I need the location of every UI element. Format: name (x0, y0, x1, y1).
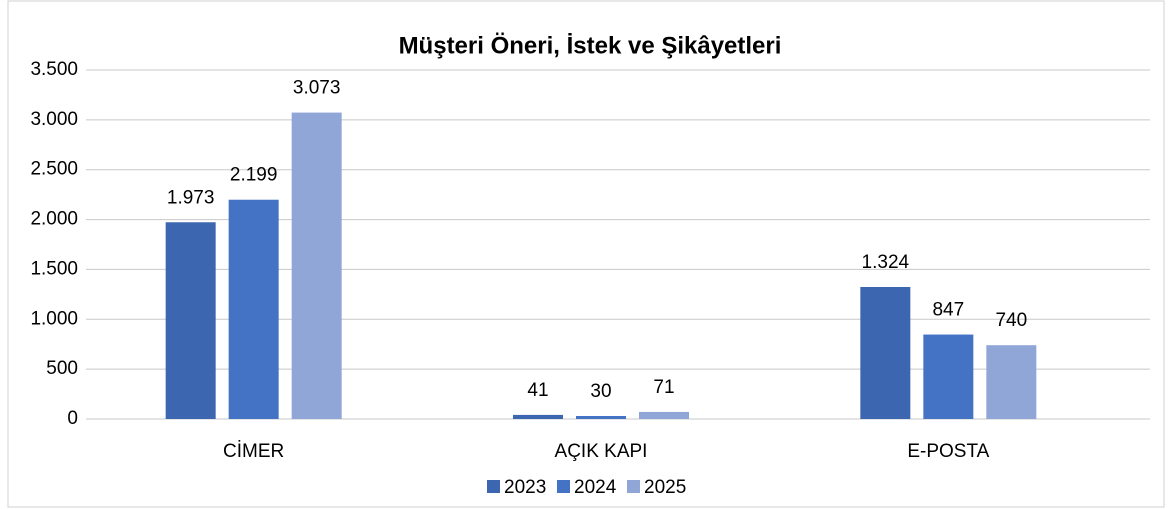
bar (291, 112, 342, 419)
x-tick-label: AÇIK KAPI (555, 441, 648, 462)
y-tick-label: 3.000 (30, 109, 78, 130)
y-tick-label: 2.000 (30, 209, 78, 230)
bar (165, 222, 216, 419)
data-label: 41 (527, 380, 548, 401)
x-tick-label: CİMER (223, 441, 284, 462)
bar (228, 199, 279, 419)
y-tick-label: 1.500 (30, 258, 78, 279)
bar (513, 414, 563, 419)
y-tick-label: 1.000 (30, 308, 78, 329)
legend-label: 2024 (574, 477, 617, 498)
data-label: 2.199 (230, 165, 278, 186)
legend-swatch (627, 480, 640, 493)
data-label: 1.324 (862, 252, 910, 273)
chart-title: Müşteri Öneri, İstek ve Şikâyetleri (399, 32, 782, 59)
y-tick-label: 500 (46, 358, 78, 379)
y-tick-label: 3.500 (30, 59, 78, 80)
bar (986, 345, 1037, 419)
bar (923, 334, 974, 419)
y-tick-label: 2.500 (30, 159, 78, 180)
bar (860, 286, 911, 419)
data-label: 30 (590, 381, 611, 402)
x-tick-label: E-POSTA (907, 441, 989, 462)
legend-swatch (487, 480, 500, 493)
legend-label: 2025 (644, 477, 686, 498)
bar (576, 416, 626, 419)
data-label: 71 (653, 377, 674, 398)
data-label: 740 (995, 310, 1027, 331)
legend-swatch (557, 480, 570, 493)
y-tick-label: 0 (67, 408, 78, 429)
data-label: 847 (932, 300, 964, 321)
data-label: 3.073 (293, 78, 341, 99)
data-label: 1.973 (167, 187, 215, 208)
bar (639, 411, 689, 419)
legend-label: 2023 (504, 477, 546, 498)
